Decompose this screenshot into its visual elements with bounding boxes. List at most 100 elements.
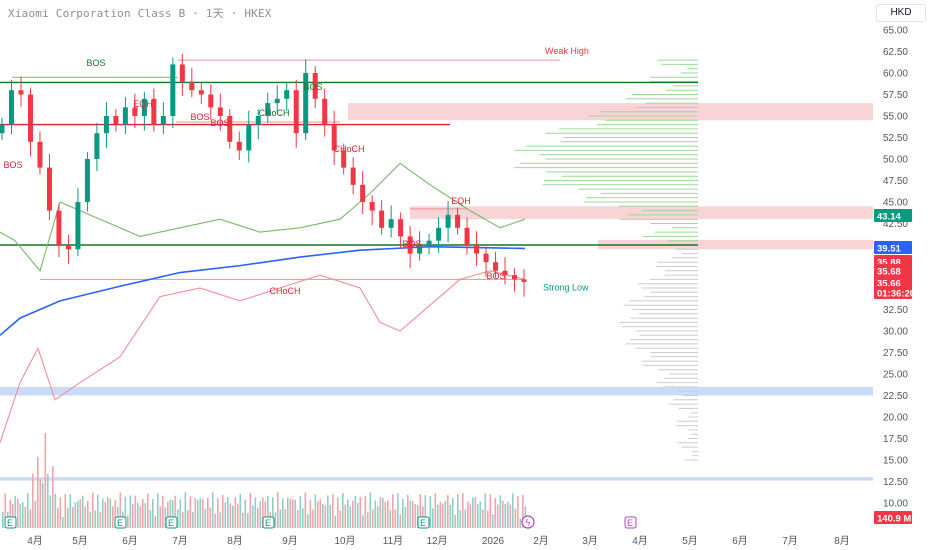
volume-bar	[32, 473, 34, 528]
volume-bar	[317, 501, 319, 528]
candle-body	[236, 141, 242, 151]
candle-body	[246, 124, 252, 151]
volume-bar	[14, 496, 17, 528]
volume-bar	[84, 506, 87, 528]
candle-body	[227, 116, 233, 142]
volume-bar	[127, 515, 129, 528]
y-tick-label: 42.50	[883, 219, 908, 230]
volume-bar	[344, 504, 347, 528]
volume-bar	[319, 499, 322, 528]
x-tick-label: 11月	[383, 535, 403, 547]
candle-body	[141, 98, 147, 116]
price-tag	[874, 264, 912, 277]
x-tick-label: 6月	[122, 535, 138, 547]
price-tag-label: 01:36:20	[877, 289, 915, 300]
volume-bar	[322, 503, 324, 528]
candle-body	[274, 98, 280, 104]
volume-bar	[359, 496, 362, 528]
candle-body	[189, 81, 195, 91]
volume-bar	[182, 511, 184, 528]
volume-bar	[434, 493, 437, 528]
upper-band-line	[0, 162, 526, 272]
volume-bar	[469, 503, 472, 528]
volume-bar	[157, 493, 159, 528]
candle-body	[483, 253, 489, 263]
x-tick-label: 8月	[227, 535, 243, 547]
currency-selector[interactable]: HKD	[876, 4, 926, 22]
volume-bar	[162, 495, 164, 528]
candle-body	[84, 159, 90, 202]
candle-body	[18, 90, 24, 95]
volume-bar	[82, 495, 84, 528]
volume-bar	[59, 497, 62, 528]
candle-body	[407, 236, 413, 254]
candle-body	[379, 210, 385, 228]
volume-bar	[27, 493, 29, 528]
volume-bar	[372, 509, 374, 528]
candle-body	[493, 262, 499, 271]
y-tick-label: 50.00	[883, 155, 908, 166]
earnings-marker-label: E	[7, 518, 13, 528]
volume-bar	[497, 504, 499, 528]
volume-bar	[9, 499, 12, 528]
volume-bar	[392, 494, 394, 528]
earnings-marker-label: E	[420, 518, 426, 528]
volume-bar	[249, 492, 252, 528]
candle-body	[151, 98, 157, 125]
volume-bar	[357, 502, 359, 528]
earnings-marker	[624, 516, 637, 529]
price-tag-label: 35.88	[877, 258, 901, 269]
volume-bar	[229, 503, 232, 528]
y-tick-label: 25.00	[883, 370, 908, 381]
volume-bar	[299, 495, 302, 528]
volume-bar	[177, 509, 179, 528]
structure-label: EQH	[451, 196, 471, 206]
y-tick-label: 22.50	[883, 391, 908, 402]
volume-bar	[192, 511, 194, 528]
volume-bar	[494, 497, 497, 528]
volume-bar	[382, 497, 384, 528]
earnings-marker-label: E	[627, 518, 633, 528]
volume-bar	[67, 507, 69, 528]
candle-body	[360, 184, 366, 202]
price-tag-label: 140.9 M	[877, 514, 911, 525]
x-tick-label: 9月	[282, 535, 298, 547]
volume-bar	[219, 512, 222, 528]
candle-body	[417, 245, 423, 254]
volume-bar	[12, 504, 14, 528]
volume-bar	[212, 492, 214, 528]
candle-body	[56, 210, 62, 245]
earnings-marker	[165, 516, 178, 529]
volume-bar	[517, 496, 519, 528]
structure-label: BOS	[3, 160, 22, 170]
y-tick-label: 45.00	[883, 198, 908, 209]
candle-body	[103, 116, 109, 134]
earnings-marker	[262, 516, 275, 529]
volume-bar	[44, 433, 47, 528]
volume-bar	[374, 500, 377, 528]
candle-body	[265, 103, 271, 116]
volume-bar	[64, 494, 67, 528]
x-tick-label: 2月	[533, 535, 549, 547]
moving-average-line	[0, 245, 526, 336]
volume-bar	[367, 512, 369, 528]
candle-body	[398, 219, 404, 237]
volume-bar	[484, 493, 487, 528]
price-tag-label: 35.66	[877, 279, 901, 290]
volume-bar	[267, 496, 269, 528]
volume-bar	[172, 500, 174, 528]
volume-bar	[449, 504, 452, 528]
volume-bar	[442, 503, 444, 528]
structure-label: BOS	[190, 112, 209, 122]
volume-bar	[354, 496, 357, 528]
volume-bar	[287, 497, 289, 528]
volume-bar	[109, 498, 112, 528]
candle-body	[322, 98, 328, 125]
volume-bar	[47, 473, 49, 528]
volume-bar	[52, 466, 54, 528]
y-tick-label: 27.50	[883, 348, 908, 359]
volume-bar	[289, 498, 292, 528]
volume-bar	[252, 505, 254, 528]
volume-bar	[489, 494, 492, 528]
